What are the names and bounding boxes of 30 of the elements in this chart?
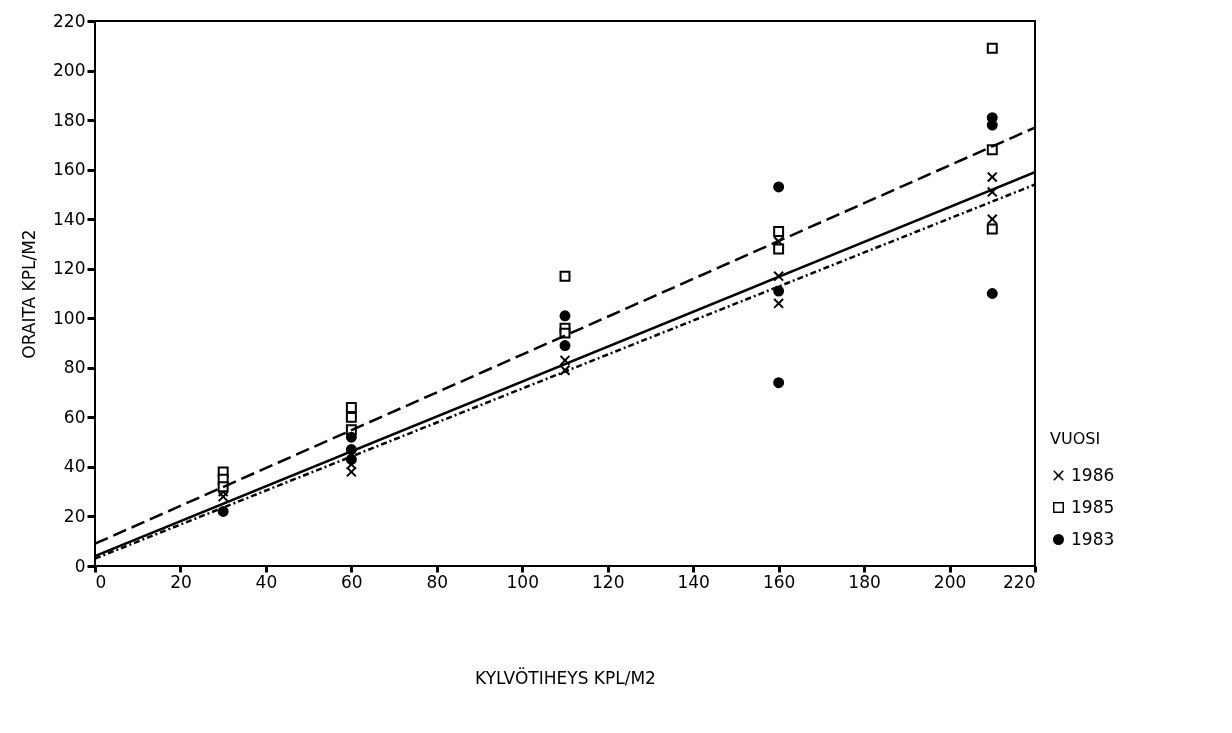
x-tick-label: 60	[341, 571, 363, 592]
y-tick-label: 40	[63, 456, 86, 477]
y-tick-label: 180	[53, 109, 86, 130]
legend-label: 1986	[1071, 464, 1115, 485]
y-tick-label: 60	[63, 406, 86, 427]
x-tick-label: 180	[848, 571, 881, 592]
legend-label: 1985	[1071, 496, 1115, 517]
legend-title: VUOSI	[1050, 429, 1101, 448]
y-tick-label: 200	[53, 60, 86, 81]
x-tick-label: 0	[95, 571, 107, 592]
x-tick-label: 140	[677, 571, 710, 592]
y-axis-title: ORAITA KPL/M2	[19, 229, 40, 359]
x-tick-label: 160	[762, 571, 796, 592]
x-tick-label: 40	[255, 571, 278, 592]
legend-label: 1983	[1071, 528, 1115, 549]
y-tick-label: 100	[53, 307, 86, 328]
y-tick-label: 160	[53, 159, 86, 180]
y-tick-label: 120	[53, 258, 86, 279]
y-tick-label: 20	[63, 505, 86, 526]
x-axis-title: KYLVÖTIHEYS KPL/M2	[475, 666, 656, 688]
y-tick-label: 0	[74, 555, 86, 576]
x-tick-label: 200	[933, 571, 967, 592]
y-tick-label: 140	[53, 208, 86, 229]
x-tick-label: 20	[170, 571, 192, 592]
x-tick-label: 80	[426, 571, 449, 592]
y-tick-label: 80	[63, 357, 86, 378]
x-tick-label: 120	[592, 571, 625, 592]
y-tick-label: 220	[53, 10, 86, 31]
x-tick-label: 100	[506, 571, 539, 592]
x-tick-label: 220	[1003, 571, 1036, 592]
